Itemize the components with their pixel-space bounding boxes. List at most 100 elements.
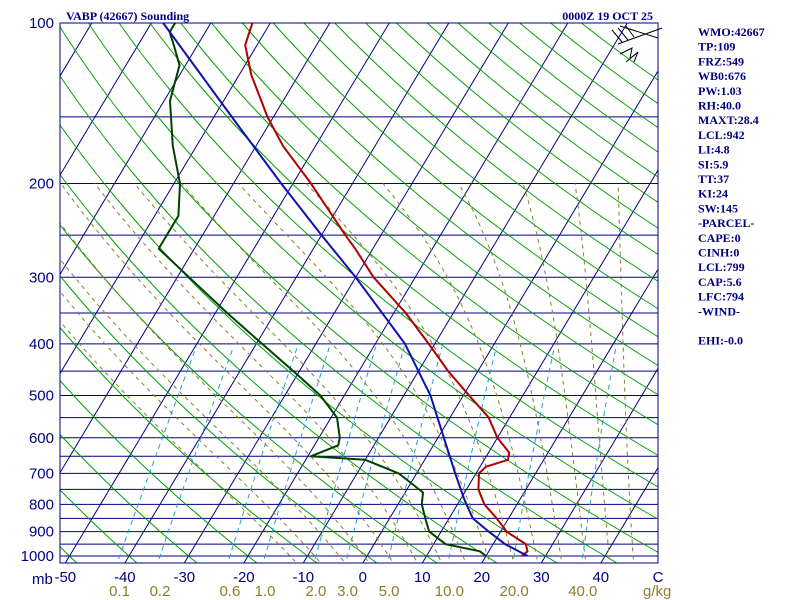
dry-adiabat-line [365, 23, 658, 256]
temperature-axis: -50 -40 -30 -20 -10 0 10 20 30 40 C [54, 569, 663, 586]
isotherm-line [60, 23, 212, 276]
wind-barb-flag [625, 25, 635, 38]
pressure-tick-label: 1000 [21, 548, 54, 565]
dry-adiabat-line [457, 23, 658, 178]
wind-barb-flag [611, 29, 623, 43]
isotherm-line [243, 23, 569, 563]
sounding-index-row: CAPE:0 [698, 231, 741, 245]
moist-adiabat-line [60, 183, 394, 563]
dry-adiabat-line [60, 379, 258, 563]
moist-adiabat-line [617, 183, 635, 563]
pressure-tick-label: 800 [29, 496, 54, 513]
temperature-tick-label: -30 [173, 569, 195, 586]
sounding-index-row: RH:40.0 [698, 99, 741, 113]
pressure-tick-label: 500 [29, 388, 54, 405]
dry-adiabat-line [303, 23, 658, 310]
mixing-ratio-tick-label: 20.0 [499, 583, 528, 600]
isotherm-line [124, 23, 450, 563]
mixing-ratio-tick-label: 0.1 [109, 583, 130, 600]
dry-adiabat-line [272, 23, 658, 338]
dry-adiabat-line [396, 23, 658, 229]
mixing-ratio-line [116, 346, 197, 563]
wind-barb-flag [619, 47, 633, 59]
sounding-index-row: LCL:942 [698, 128, 745, 142]
dry-adiabat-line [334, 23, 658, 282]
moist-adiabat-line [522, 183, 587, 563]
pressure-tick-label: 300 [29, 269, 54, 286]
mixing-ratio-line [387, 346, 443, 563]
temperature-tick-label: 0 [359, 569, 367, 586]
temperature-tick-label: 30 [533, 569, 550, 586]
dry-adiabat-line [60, 173, 498, 563]
isotherm-line [421, 169, 658, 563]
sounding-index-row: SI:5.9 [698, 157, 728, 171]
mixing-ratio-line [581, 346, 617, 563]
dry-adiabat-line [60, 74, 618, 563]
dry-adiabat-line [60, 26, 658, 553]
pressure-unit-label: mb [32, 571, 53, 588]
sounding-index-row: TP:109 [698, 40, 735, 54]
temperature-profile-line [244, 23, 529, 557]
moist-adiabat-line [134, 183, 443, 563]
dry-adiabat-line [149, 23, 658, 456]
sounding-index-row: EHI:-0.0 [698, 334, 743, 348]
isotherm-line [600, 466, 658, 563]
dewpoint-profile-line [157, 23, 487, 557]
mixing-ratio-tick-label: 40.0 [568, 583, 597, 600]
moist-adiabat-line [305, 183, 515, 563]
moist-adiabat-line [60, 222, 370, 563]
pressure-tick-label: 600 [29, 430, 54, 447]
isotherm-line [60, 23, 152, 177]
sounding-index-row: -PARCEL- [698, 216, 754, 230]
dry-adiabat-line [180, 23, 658, 426]
moist-adiabat-line [382, 183, 539, 563]
isotherm-line [64, 23, 390, 563]
sounding-index-row: WMO:42667 [698, 25, 765, 39]
mixing-ratio-tick-label: 5.0 [379, 583, 400, 600]
moist-adiabat-line [94, 183, 418, 563]
sounding-index-row: CAP:5.6 [698, 275, 742, 289]
temperature-tick-label: 20 [473, 569, 490, 586]
sounding-index-row: LI:4.8 [698, 143, 730, 157]
isotherm-line [362, 70, 658, 563]
mixing-ratio-tick-label: 3.0 [337, 583, 358, 600]
pressure-tick-label: 700 [29, 465, 54, 482]
dry-adiabat-line [60, 326, 318, 563]
mixing-ratio-unit-label: g/kg [643, 583, 671, 600]
dry-adiabat-line [242, 23, 658, 367]
dry-adiabat-line [60, 224, 438, 563]
sounding-index-row: FRZ:549 [698, 54, 744, 68]
isotherm-line [540, 367, 658, 563]
dry-adiabat-line [488, 23, 658, 153]
sounding-index-row: MAXT:28.4 [698, 113, 759, 127]
dry-adiabat-line [87, 23, 658, 520]
dry-adiabat-line [60, 433, 198, 563]
valid-time: 0000Z 19 OCT 25 [562, 9, 653, 23]
pressure-tick-label: 100 [29, 15, 54, 32]
pressure-tick-label: 900 [29, 524, 54, 541]
sounding-index-row: SW:145 [698, 201, 738, 215]
plot-frame [59, 22, 659, 564]
mixing-ratio-tick-label: 0.6 [219, 583, 240, 600]
pressure-tick-label: 200 [29, 175, 54, 192]
temperature-tick-label: -50 [54, 569, 76, 586]
mixing-ratio-line [157, 346, 234, 563]
temperature-tick-label: C [653, 569, 664, 586]
sounding-index-row: LFC:794 [698, 290, 744, 304]
grid-lines [60, 23, 658, 563]
sounding-index-row: KI:24 [698, 187, 728, 201]
pressure-tick-label: 400 [29, 336, 54, 353]
sounding-index-row: -WIND- [698, 304, 740, 318]
wind-barb-flag [617, 27, 629, 41]
temperature-tick-label: 10 [414, 569, 431, 586]
mixing-ratio-line [313, 346, 377, 563]
moist-adiabat-line [458, 183, 563, 563]
chart-title: VABP (42667) Sounding [66, 9, 189, 23]
isotherm-line [60, 23, 271, 375]
pressure-axis: 100 200 300 400 500 600 700 800 900 1000 [21, 15, 54, 565]
dry-adiabat-line [426, 23, 658, 203]
moist-adiabat-line [60, 320, 298, 563]
mixing-ratio-line [345, 346, 405, 563]
mixing-ratio-tick-label: 10.0 [435, 583, 464, 600]
dry-adiabat-line [118, 23, 658, 488]
